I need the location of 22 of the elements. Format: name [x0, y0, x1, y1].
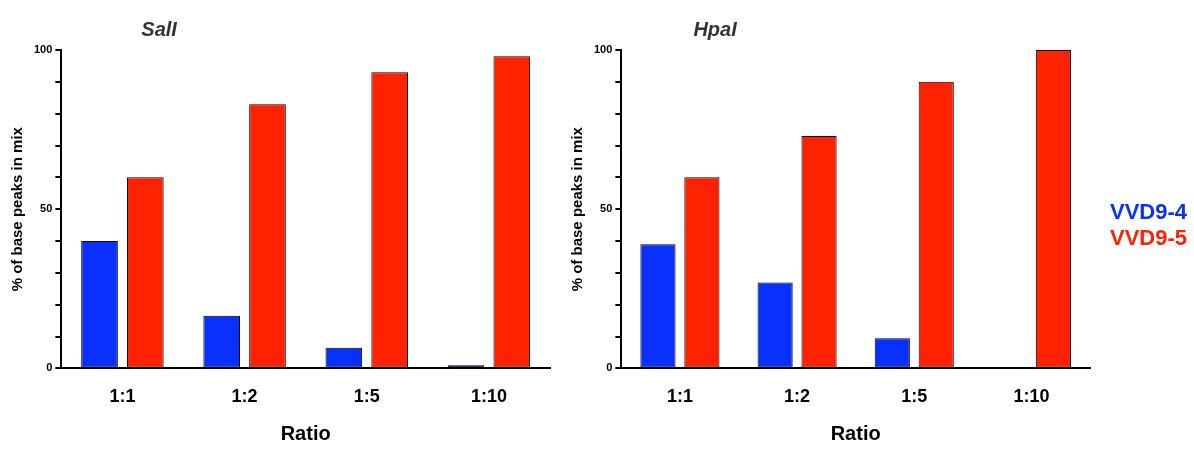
x-axis-title: Ratio: [830, 421, 881, 444]
x-axis-title: Ratio: [280, 421, 331, 444]
x-tick-label: 1:10: [1013, 386, 1050, 407]
y-axis-title: % of base peaks in mix: [8, 126, 26, 292]
chart-title: HpaI: [693, 17, 738, 40]
y-axis-title: % of base peaks in mix: [568, 126, 586, 292]
x-tick-label: 1:5: [353, 386, 380, 407]
chart-title: SalI: [141, 17, 178, 40]
y-tick-label: 50: [600, 202, 613, 215]
x-tick-label: 1:2: [231, 386, 258, 407]
y-tick-label: 100: [593, 43, 613, 56]
x-tick-label: 1:5: [901, 386, 928, 407]
y-tick-label: 0: [606, 361, 613, 374]
x-tick-label: 1:1: [109, 386, 136, 407]
x-tick-label: 1:10: [470, 386, 507, 407]
x-tick-label: 1:2: [784, 386, 811, 407]
y-tick-label: 50: [40, 202, 53, 215]
series-label: VVD9-5: [1110, 225, 1188, 251]
y-tick-label: 100: [33, 43, 53, 56]
text: VVD9-4: [1110, 199, 1188, 225]
y-tick-label: 0: [46, 361, 53, 374]
x-tick-label: 1:1: [666, 386, 693, 407]
